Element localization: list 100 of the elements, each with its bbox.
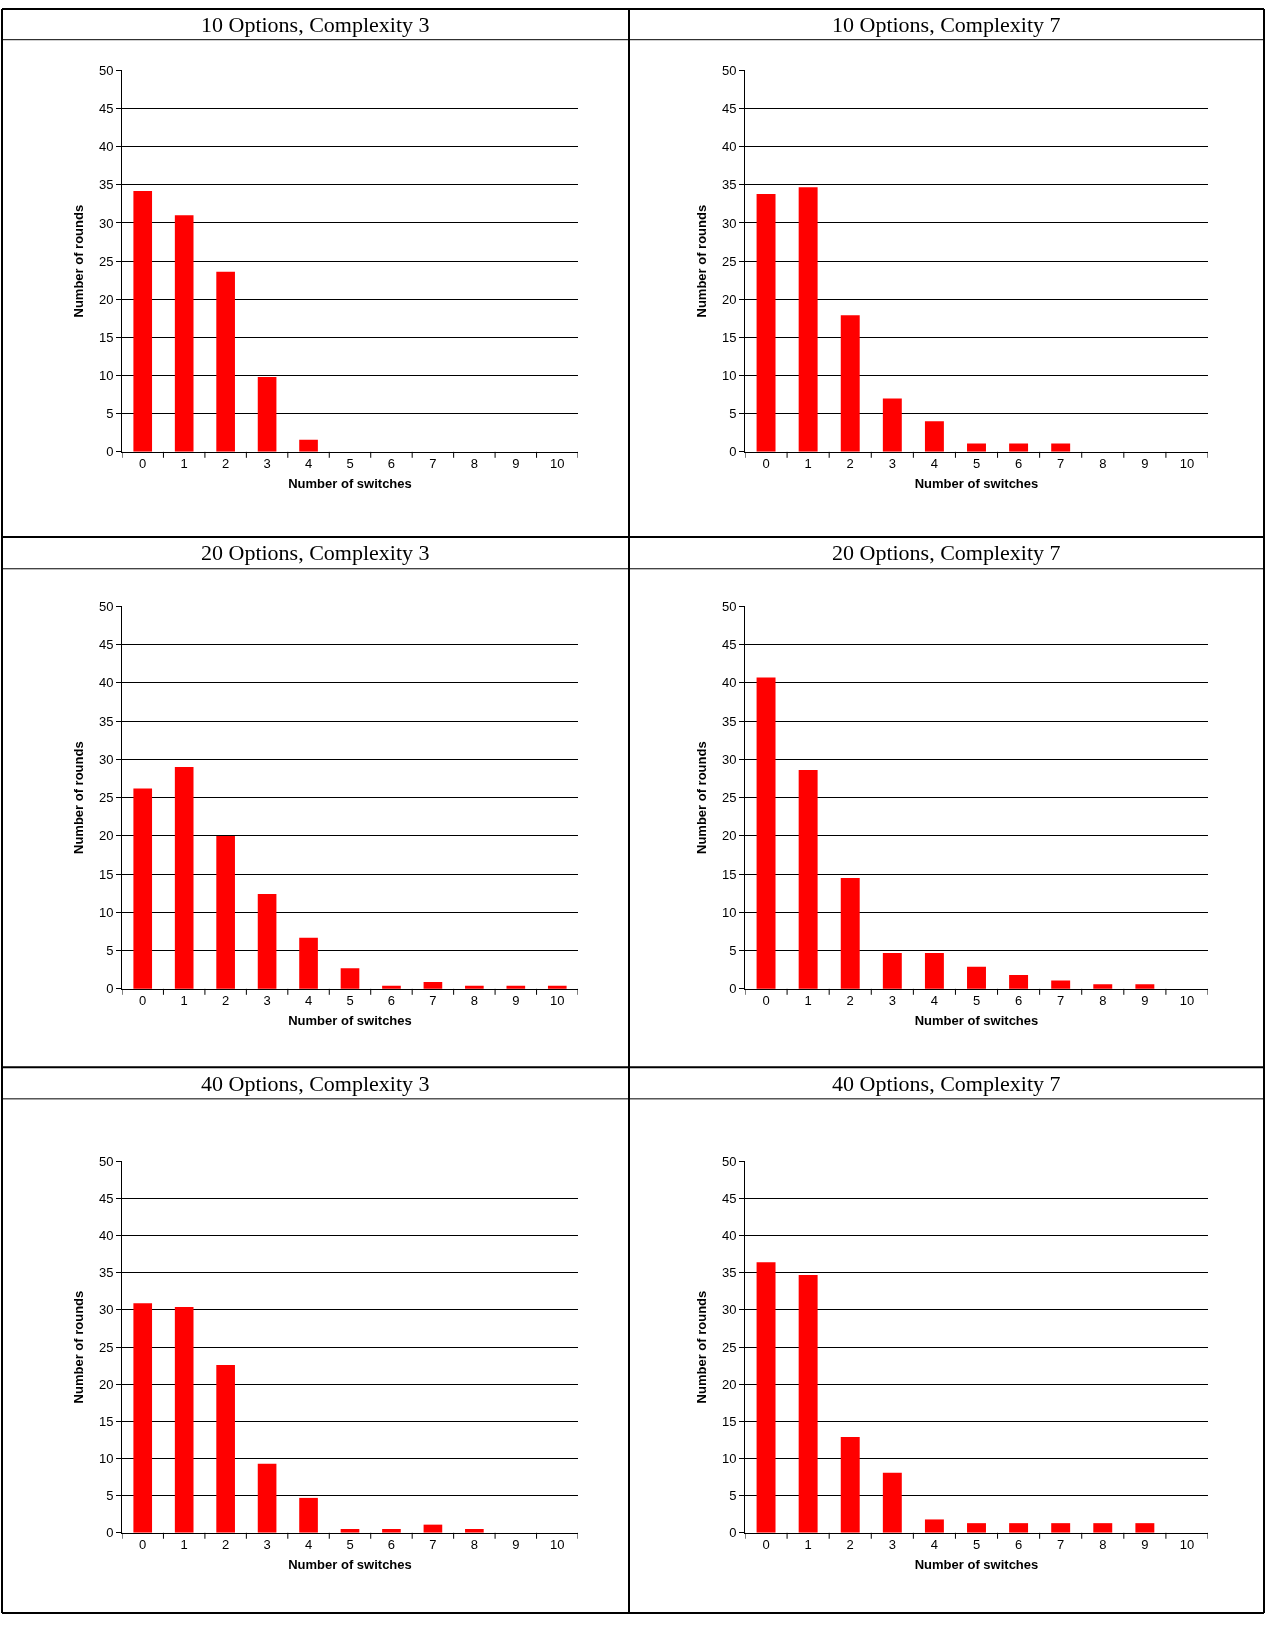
- x-tick-label: 1: [180, 456, 188, 472]
- x-tick-label: 10: [1179, 993, 1195, 1009]
- x-tick-label: 8: [1099, 993, 1107, 1009]
- y-tick-label: 30: [98, 215, 114, 231]
- y-tick-label: 0: [106, 444, 114, 460]
- chart-title: 20 Options, Complexity 7: [832, 540, 1061, 565]
- bar: [1009, 975, 1029, 989]
- y-tick-label: 40: [721, 139, 737, 155]
- y-tick-label: 0: [106, 981, 114, 997]
- y-tick-label: 35: [721, 713, 737, 729]
- x-tick-label: 5: [346, 1537, 354, 1553]
- y-tick-label: 20: [721, 828, 737, 844]
- bar: [1093, 1523, 1113, 1533]
- bar: [756, 1262, 776, 1533]
- x-tick-label: 8: [1099, 1537, 1107, 1553]
- x-tick-label: 0: [139, 993, 147, 1009]
- x-tick-label: 2: [222, 1537, 230, 1553]
- bar: [133, 190, 153, 452]
- x-tick-label: 10: [550, 456, 565, 472]
- x-tick-label: 1: [804, 1537, 812, 1553]
- y-tick-label: 20: [721, 291, 737, 307]
- x-tick-label: 6: [1014, 456, 1023, 472]
- x-tick-label: 7: [1057, 993, 1065, 1009]
- y-tick-label: 25: [98, 253, 114, 269]
- bar: [840, 1436, 860, 1533]
- y-tick-label: 35: [721, 1265, 737, 1281]
- y-tick-label: 25: [721, 253, 737, 269]
- x-tick-label: 2: [846, 1537, 854, 1553]
- y-tick-label: 0: [729, 1525, 737, 1541]
- x-tick-label: 8: [1099, 456, 1107, 472]
- y-tick-label: 50: [721, 598, 737, 614]
- y-axis-title: Number of rounds: [70, 204, 86, 318]
- y-tick-label: 45: [98, 637, 114, 653]
- bar: [216, 835, 235, 989]
- y-tick-label: 5: [729, 406, 737, 422]
- y-tick-label: 35: [98, 713, 114, 729]
- bar: [882, 1472, 902, 1533]
- x-axis-title: Number of switches: [288, 1013, 412, 1029]
- x-tick-label: 3: [888, 1537, 896, 1553]
- bar: [257, 1463, 277, 1533]
- bar: [756, 677, 776, 989]
- x-tick-label: 6: [387, 993, 396, 1009]
- y-tick-label: 5: [106, 406, 114, 422]
- bar: [1051, 980, 1071, 989]
- bar: [299, 1497, 318, 1533]
- bar: [299, 937, 318, 989]
- y-tick-label: 5: [729, 1488, 737, 1504]
- y-axis-title: Number of rounds: [693, 204, 709, 318]
- x-tick-label: 4: [930, 456, 939, 472]
- y-tick-label: 30: [721, 1302, 737, 1318]
- y-tick-label: 15: [98, 866, 114, 882]
- x-tick-label: 3: [888, 993, 896, 1009]
- y-tick-label: 25: [98, 1339, 114, 1355]
- x-tick-label: 0: [762, 1537, 770, 1553]
- bar: [1051, 443, 1071, 452]
- bar: [967, 1523, 986, 1533]
- y-tick-label: 5: [729, 943, 737, 959]
- x-tick-label: 2: [846, 993, 854, 1009]
- x-tick-label: 0: [762, 456, 770, 472]
- bar: [299, 439, 318, 452]
- y-tick-label: 25: [721, 1339, 737, 1355]
- x-tick-label: 10: [550, 1537, 565, 1553]
- chart-title: 10 Options, Complexity 7: [832, 12, 1061, 37]
- x-tick-label: 5: [346, 993, 354, 1009]
- x-tick-label: 2: [222, 456, 230, 472]
- y-tick-label: 10: [721, 904, 737, 920]
- bar: [216, 271, 235, 452]
- x-tick-label: 0: [139, 1537, 147, 1553]
- bar: [340, 968, 360, 989]
- y-tick-label: 20: [98, 1376, 114, 1392]
- x-tick-label: 2: [846, 456, 854, 472]
- x-tick-label: 4: [304, 1537, 313, 1553]
- y-tick-label: 15: [721, 1413, 737, 1429]
- x-tick-label: 4: [304, 456, 313, 472]
- x-tick-label: 7: [429, 1537, 437, 1553]
- y-tick-label: 35: [98, 177, 114, 193]
- bar: [174, 215, 194, 452]
- x-tick-label: 6: [1014, 993, 1023, 1009]
- x-tick-label: 2: [222, 993, 230, 1009]
- y-tick-label: 0: [729, 981, 737, 997]
- y-tick-label: 50: [721, 1153, 737, 1169]
- y-tick-label: 50: [98, 1153, 114, 1169]
- y-tick-label: 40: [721, 675, 737, 691]
- y-tick-label: 40: [98, 1228, 114, 1244]
- bar: [840, 877, 860, 989]
- y-tick-label: 20: [98, 291, 114, 307]
- bar: [924, 421, 944, 452]
- y-tick-label: 30: [721, 215, 737, 231]
- y-axis-title: Number of rounds: [693, 741, 709, 854]
- x-tick-label: 5: [972, 456, 981, 472]
- y-tick-label: 40: [98, 675, 114, 691]
- x-tick-label: 0: [139, 456, 147, 472]
- x-tick-label: 0: [762, 993, 770, 1009]
- y-tick-label: 10: [721, 368, 737, 384]
- chart-title: 10 Options, Complexity 3: [201, 12, 430, 37]
- bar: [257, 377, 277, 452]
- x-tick-label: 9: [1141, 456, 1149, 472]
- y-tick-label: 10: [721, 1451, 737, 1467]
- y-tick-label: 30: [721, 751, 737, 767]
- x-tick-label: 1: [180, 993, 188, 1009]
